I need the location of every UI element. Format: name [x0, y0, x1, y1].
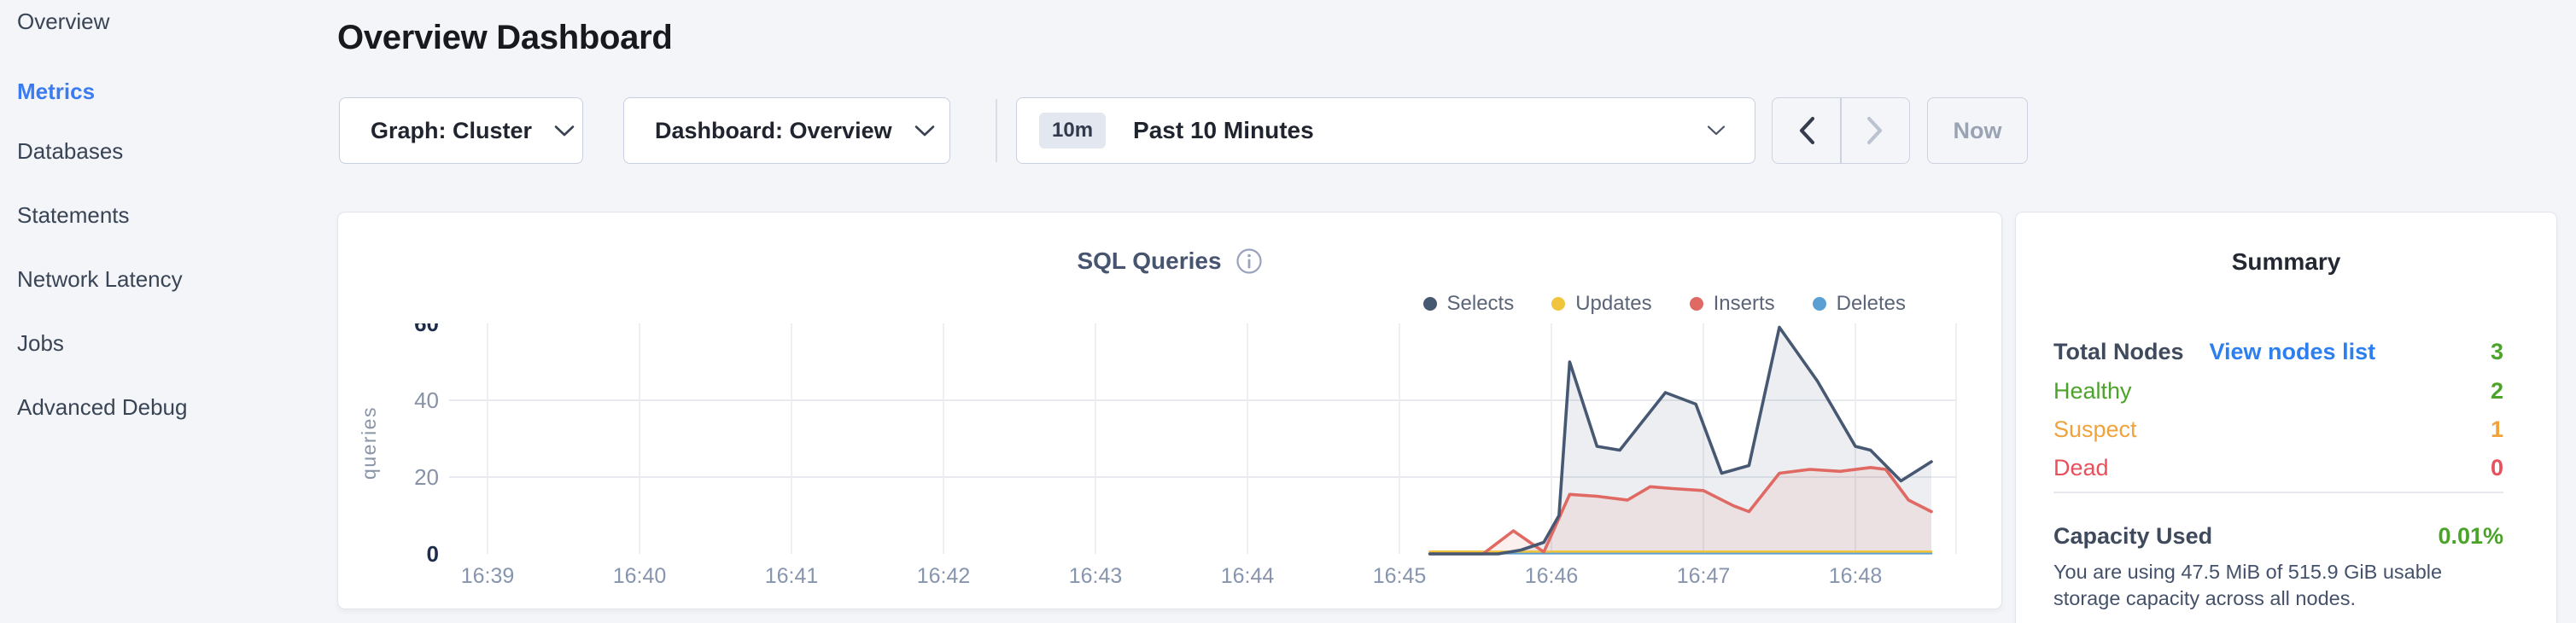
summary-divider	[2053, 492, 2503, 493]
dashboard-dropdown[interactable]: Dashboard: Overview	[623, 97, 950, 164]
svg-text:20: 20	[414, 464, 439, 490]
updates-dot-icon	[1551, 297, 1566, 311]
suspect-value: 1	[2490, 416, 2503, 442]
selects-dot-icon	[1422, 297, 1437, 311]
chevron-left-icon	[1799, 116, 1814, 145]
sidebar-item-statements[interactable]: Statements	[17, 201, 130, 228]
sidebar-item-metrics[interactable]: Metrics	[17, 78, 96, 104]
previous-interval-button[interactable]	[1773, 98, 1840, 163]
svg-text:16:44: 16:44	[1221, 564, 1275, 588]
chevron-down-icon	[1707, 125, 1726, 136]
legend-item-selects[interactable]: Selects	[1422, 292, 1514, 316]
svg-text:16:43: 16:43	[1069, 564, 1123, 588]
next-interval-button[interactable]	[1842, 98, 1909, 163]
view-nodes-list-link[interactable]: View nodes list	[2209, 338, 2376, 364]
svg-text:16:39: 16:39	[461, 564, 515, 588]
sidebar-item-network-latency[interactable]: Network Latency	[17, 265, 183, 292]
svg-text:0: 0	[427, 541, 439, 567]
graph-scope-dropdown-label: Graph: Cluster	[371, 117, 533, 143]
inserts-dot-icon	[1689, 297, 1703, 311]
legend-item-inserts[interactable]: Inserts	[1689, 292, 1775, 316]
total-nodes-label: Total Nodes	[2053, 338, 2184, 364]
deletes-dot-icon	[1812, 297, 1826, 311]
suspect-nodes-row: Suspect 1	[2053, 410, 2503, 449]
dashboard-dropdown-label: Dashboard: Overview	[655, 117, 892, 143]
chart-legend: Selects Updates Inserts Deletes	[1422, 292, 1906, 316]
time-range-badge: 10m	[1039, 113, 1107, 148]
legend-item-updates[interactable]: Updates	[1551, 292, 1652, 316]
svg-text:16:47: 16:47	[1677, 564, 1731, 588]
chevron-right-icon	[1867, 116, 1883, 145]
time-range-selector[interactable]: 10m Past 10 Minutes	[1016, 97, 1755, 164]
dead-value: 0	[2490, 454, 2503, 480]
svg-text:16:42: 16:42	[917, 564, 971, 588]
healthy-label: Healthy	[2053, 377, 2132, 404]
now-button[interactable]: Now	[1927, 97, 2028, 164]
sql-queries-chart-card: SQL Queries Selects Updates Inserts	[337, 212, 2002, 609]
capacity-used-value: 0.01%	[2438, 522, 2503, 549]
healthy-nodes-row: Healthy 2	[2053, 371, 2503, 410]
svg-text:16:40: 16:40	[613, 564, 667, 588]
time-range-label: Past 10 Minutes	[1133, 117, 1314, 143]
sidebar-item-databases[interactable]: Databases	[17, 137, 124, 164]
svg-text:16:48: 16:48	[1829, 564, 1883, 588]
capacity-used-label: Capacity Used	[2053, 522, 2213, 549]
dead-nodes-row: Dead 0	[2053, 448, 2503, 487]
sidebar-item-advanced-debug[interactable]: Advanced Debug	[17, 393, 188, 420]
toolbar-divider	[996, 99, 997, 162]
graph-scope-dropdown[interactable]: Graph: Cluster	[339, 97, 583, 164]
capacity-description: You are using 47.5 MiB of 515.9 GiB usab…	[2053, 561, 2443, 609]
sidebar-item-jobs[interactable]: Jobs	[17, 329, 64, 356]
svg-text:16:41: 16:41	[765, 564, 819, 588]
total-nodes-value: 3	[2490, 338, 2503, 364]
chart-title: SQL Queries	[1077, 247, 1222, 274]
suspect-label: Suspect	[2053, 416, 2137, 442]
sidebar: Overview Metrics Databases Statements Ne…	[0, 0, 333, 623]
svg-text:16:46: 16:46	[1525, 564, 1579, 588]
dead-label: Dead	[2053, 454, 2109, 480]
healthy-value: 2	[2490, 377, 2503, 404]
info-icon[interactable]	[1235, 247, 1263, 275]
summary-title: Summary	[2231, 248, 2341, 275]
sidebar-item-overview[interactable]: Overview	[17, 8, 110, 34]
svg-text:queries: queries	[358, 406, 380, 480]
sql-queries-plot: 0 20 40 60 16:39 16:40 16:41 16:42 16:43 16:44 16:…	[358, 323, 1957, 588]
svg-text:60: 60	[414, 323, 439, 336]
time-step-button-group	[1772, 97, 1910, 164]
page-title: Overview Dashboard	[337, 19, 673, 56]
svg-text:40: 40	[414, 387, 439, 413]
capacity-used-row: Capacity Used 0.01%	[2053, 516, 2503, 556]
legend-item-deletes[interactable]: Deletes	[1812, 292, 1906, 316]
chevron-down-icon	[914, 125, 934, 136]
svg-text:16:45: 16:45	[1373, 564, 1427, 588]
chevron-down-icon	[554, 125, 575, 136]
total-nodes-row: Total Nodes View nodes list 3	[2053, 332, 2503, 371]
summary-panel: Summary Total Nodes View nodes list 3 He…	[2015, 212, 2557, 623]
